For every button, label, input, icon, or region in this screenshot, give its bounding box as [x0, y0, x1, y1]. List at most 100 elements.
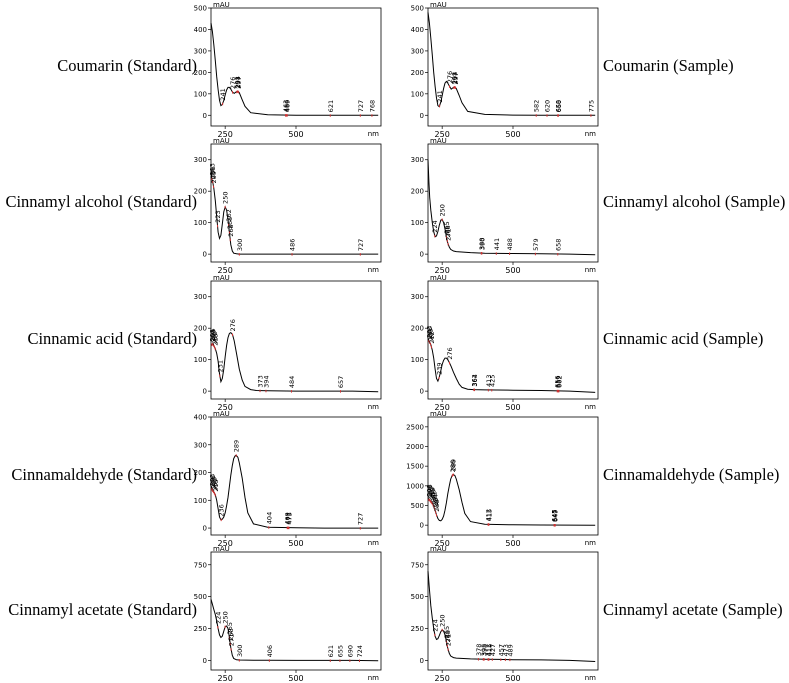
y-unit-label: mAU — [213, 1, 230, 9]
peak-label: 406 — [266, 645, 274, 657]
peak-label: 727 — [357, 100, 365, 112]
peak-label: 209 — [427, 329, 435, 341]
peak-label: 265 — [226, 217, 234, 229]
spectrum-name-label: Cinnamaldehyde (Sample) — [603, 465, 780, 484]
x-tick-label: 250 — [435, 539, 450, 548]
peak-label: 647 — [551, 510, 559, 522]
peak-label: 660 — [555, 100, 563, 112]
peak-label: 297 — [235, 76, 243, 88]
peak-label: 250 — [439, 204, 447, 216]
peak-label: 262 — [225, 209, 233, 221]
plot-frame — [210, 7, 382, 127]
x-tick-label: 250 — [218, 674, 233, 683]
peak-label: 203 — [208, 474, 216, 486]
y-unit-label: mAU — [430, 1, 447, 9]
spectrum-line — [210, 599, 379, 662]
y-tick-label: 0 — [420, 112, 424, 120]
x-tick-label: 250 — [218, 266, 233, 275]
peak-label: 415 — [485, 644, 493, 656]
peak-label: 373 — [257, 375, 265, 387]
peak-label: 727 — [357, 513, 365, 525]
spectrum-line — [427, 12, 596, 116]
peak-label: 488 — [506, 238, 514, 250]
y-tick-label: 250 — [411, 625, 424, 633]
peak-label: 294 — [234, 76, 242, 88]
x-unit-label: nm — [368, 539, 379, 547]
y-tick-label: 500 — [194, 593, 207, 601]
y-unit-label: mAU — [213, 137, 230, 145]
peak-label: 223 — [214, 210, 222, 222]
y-unit-label: mAU — [430, 137, 447, 145]
peak-label: 475 — [285, 512, 293, 524]
x-unit-label: nm — [585, 674, 596, 682]
y-tick-label: 200 — [194, 69, 207, 77]
peak-label: 398 — [481, 644, 489, 656]
peak-label: 469 — [284, 100, 292, 112]
peak-label: 659 — [554, 375, 562, 387]
peak-label: 206 — [209, 475, 217, 487]
y-unit-label: mAU — [213, 410, 230, 418]
peak-label: 268 — [227, 224, 235, 236]
x-tick-label: 500 — [288, 130, 303, 139]
y-tick-label: 2500 — [406, 423, 424, 431]
peak-label: 286 — [449, 460, 457, 472]
peak-label: 206 — [426, 327, 434, 339]
peak-label: 224 — [431, 494, 439, 506]
peak-label: 724 — [356, 645, 364, 657]
peak-label: 224 — [214, 612, 222, 624]
peak-label: 291 — [233, 76, 241, 88]
peak-label: 221 — [430, 492, 438, 504]
peak-label: 209 — [427, 486, 435, 498]
peak-label: 241 — [436, 90, 444, 102]
peak-label: 362 — [470, 374, 478, 386]
peak-label: 212 — [211, 331, 219, 343]
x-tick-label: 500 — [505, 674, 520, 683]
y-tick-label: 1500 — [406, 463, 424, 471]
spectrum-name-label: Cinnamic acid (Sample) — [603, 329, 764, 348]
y-tick-label: 300 — [194, 441, 207, 449]
peak-label: 268 — [444, 630, 452, 642]
peak-label: 250 — [222, 192, 230, 204]
y-tick-label: 0 — [420, 388, 424, 396]
spectrum-panel: mAUnm30020010002502032062092232502622652… — [194, 137, 382, 275]
y-tick-label: 100 — [411, 90, 424, 98]
y-tick-label: 500 — [411, 593, 424, 601]
plot-frame — [210, 416, 382, 536]
peak-label: 413 — [485, 375, 493, 387]
peak-label: 206 — [426, 485, 434, 497]
peak-label: 486 — [289, 239, 297, 251]
peak-label: 276 — [229, 319, 237, 331]
y-tick-label: 100 — [411, 219, 424, 227]
peak-label: 218 — [430, 490, 438, 502]
y-tick-label: 0 — [203, 525, 207, 533]
peak-label: 425 — [488, 375, 496, 387]
spectrum-line — [427, 338, 596, 393]
plot-frame — [210, 143, 382, 263]
peak-label: 276 — [446, 71, 454, 83]
spectrum-line — [210, 454, 379, 529]
peak-label: 236 — [218, 504, 226, 516]
peak-label: 441 — [493, 238, 501, 250]
peak-label: 294 — [451, 72, 459, 84]
peak-label: 656 — [554, 375, 562, 387]
plot-frame — [427, 280, 599, 400]
y-unit-label: mAU — [430, 274, 447, 282]
peak-label: 227 — [432, 497, 440, 509]
y-unit-label: mAU — [430, 410, 447, 418]
peak-label: 239 — [436, 362, 444, 374]
peak-label: 203 — [208, 163, 216, 175]
peak-label: 658 — [554, 100, 562, 112]
x-unit-label: nm — [585, 403, 596, 411]
peak-label: 215 — [212, 333, 220, 345]
peak-label: 463 — [282, 100, 290, 112]
y-tick-label: 100 — [411, 356, 424, 364]
spectrum-name-label: Cinnamaldehyde (Standard) — [11, 465, 197, 484]
x-tick-label: 500 — [505, 403, 520, 412]
peak-label: 655 — [336, 645, 344, 657]
peak-label: 271 — [228, 634, 236, 646]
y-tick-label: 200 — [411, 69, 424, 77]
peak-label: 484 — [288, 376, 296, 388]
x-unit-label: nm — [585, 539, 596, 547]
peak-label: 415 — [485, 509, 493, 521]
